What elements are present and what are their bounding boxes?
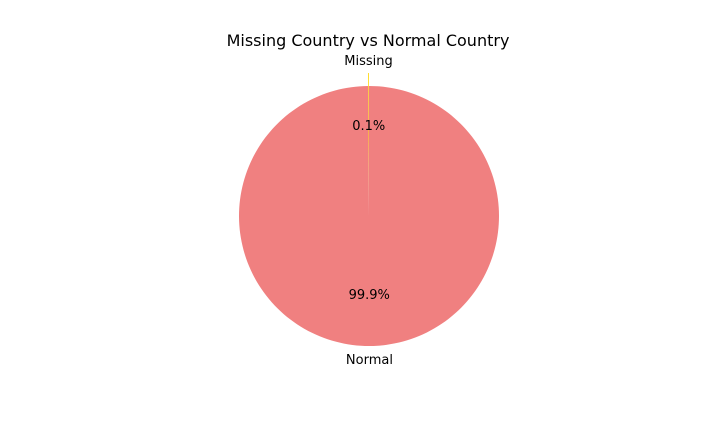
percent-label-missing: 0.1% xyxy=(352,119,385,134)
pie-labels: Missing 0.1% Normal 99.9% xyxy=(344,54,393,368)
percent-label-normal: 99.9% xyxy=(349,288,390,303)
category-label-normal: Normal xyxy=(346,353,393,368)
pie-slices xyxy=(238,73,499,347)
category-label-missing: Missing xyxy=(344,54,392,69)
pie-slice-missing xyxy=(368,73,369,204)
chart-title: Missing Country vs Normal Country xyxy=(227,31,510,50)
pie-slice-normal xyxy=(238,86,499,347)
